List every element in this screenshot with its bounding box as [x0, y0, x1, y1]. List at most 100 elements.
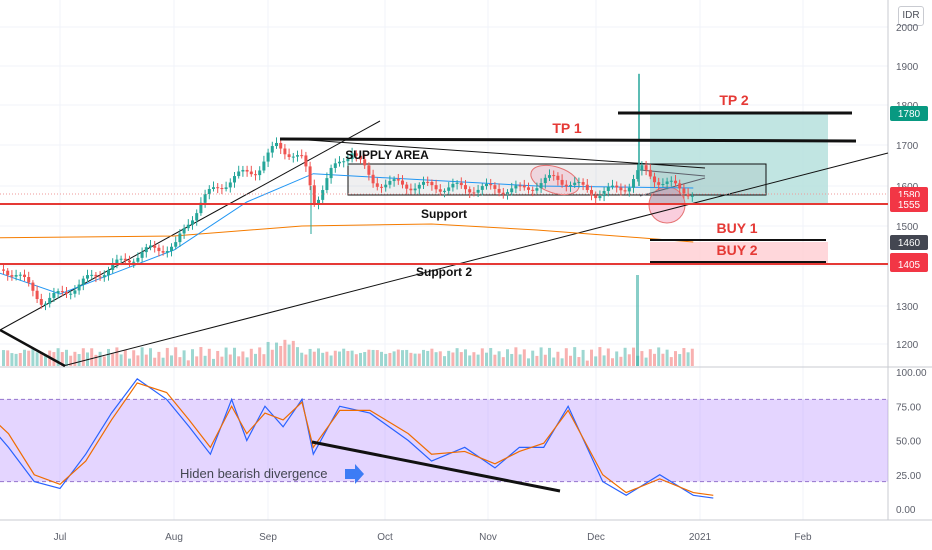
volume-bar: [182, 350, 186, 366]
volume-bar: [300, 352, 304, 366]
volume-bar: [371, 349, 375, 366]
candle-body: [606, 186, 610, 192]
volume-bar: [144, 354, 148, 366]
volume-bar: [405, 349, 409, 366]
volume-bar: [216, 350, 220, 366]
candle-body: [585, 184, 589, 190]
volume-bar: [128, 358, 131, 366]
candle-body: [354, 153, 358, 156]
axes: 120013001400150016001700180019002000100.…: [54, 23, 928, 543]
candle-body: [317, 199, 320, 204]
volume-bar: [283, 339, 287, 366]
risk-zone: [650, 242, 828, 264]
candle-body: [556, 175, 560, 180]
volume-bar: [153, 357, 157, 366]
time-tick-label: Jul: [54, 532, 67, 543]
tp1-label: TP 1: [552, 120, 582, 136]
candle-body: [140, 252, 144, 258]
volume-bar: [581, 349, 585, 366]
volume-bar: [426, 350, 430, 366]
candle-body: [632, 179, 635, 188]
candle-body: [174, 242, 178, 247]
volume-bar: [548, 347, 551, 366]
volume-bar: [291, 340, 295, 366]
candle-body: [115, 259, 119, 264]
time-tick-label: Feb: [794, 532, 812, 543]
candle-body: [279, 142, 283, 149]
volume-bar: [434, 352, 438, 366]
candle-body: [686, 193, 690, 197]
candle-body: [388, 181, 392, 185]
candle-body: [682, 188, 686, 194]
candle-body: [35, 290, 39, 300]
price-tick-label: 1500: [896, 222, 919, 233]
candle-body: [590, 189, 593, 196]
volume-bar: [81, 348, 85, 366]
volume-bar: [132, 350, 136, 366]
volume-bar: [644, 357, 648, 366]
candle-body: [531, 189, 535, 191]
ellipse-highlight: [530, 164, 580, 196]
volume-bar: [212, 358, 215, 366]
volume-bar: [69, 355, 73, 366]
candle-body: [195, 213, 199, 221]
stoch-tick-label: 25.00: [896, 471, 921, 482]
volume-bar: [506, 349, 509, 366]
candle-body: [161, 251, 165, 253]
volume-bar: [56, 348, 60, 366]
volume-bar: [585, 360, 589, 366]
volume-bar: [556, 351, 560, 366]
stochastic-panel: [0, 378, 888, 499]
candle-body: [186, 224, 190, 229]
volume-bar: [564, 348, 568, 366]
candle-body: [107, 269, 110, 276]
candle-body: [77, 284, 81, 291]
candle-body: [459, 182, 463, 186]
candle-body: [270, 146, 274, 153]
candle-body: [548, 175, 551, 178]
candle-body: [552, 175, 556, 177]
volume-bar: [245, 357, 249, 366]
volume-bar: [669, 357, 673, 366]
candle-body: [581, 182, 585, 185]
volume-bar: [682, 348, 686, 366]
volume-bar: [312, 351, 316, 366]
candle-body: [346, 158, 350, 162]
volume-bar: [27, 350, 31, 366]
candle-body: [430, 181, 434, 186]
stoch-tick-label: 0.00: [896, 505, 916, 516]
volume-bar: [396, 349, 400, 366]
price-tag-label: 1405: [898, 260, 921, 271]
candle-body: [102, 275, 106, 278]
candle-body: [422, 181, 425, 185]
volume-bar: [14, 353, 18, 366]
candle-body: [329, 167, 333, 179]
candle-body: [447, 187, 451, 191]
candle-body: [254, 174, 257, 176]
price-tag-label: 1780: [898, 109, 921, 120]
candle-body: [73, 290, 77, 294]
candle-body: [363, 159, 367, 166]
candle-body: [98, 276, 102, 278]
candle-body: [86, 275, 89, 279]
volume-bar: [304, 354, 308, 366]
volume-bar: [249, 348, 253, 366]
time-tick-label: Nov: [479, 532, 497, 543]
volume-bar: [674, 351, 677, 366]
candle-body: [527, 187, 530, 190]
candle-body: [598, 196, 602, 199]
volume-bar: [338, 351, 341, 366]
candle-body: [359, 155, 362, 160]
candle-body: [300, 155, 304, 157]
price-tick-label: 1300: [896, 302, 919, 313]
volume-bar: [388, 352, 392, 366]
volume-bar: [258, 347, 262, 366]
currency-button[interactable]: IDR: [898, 6, 924, 26]
ma-long-line: [0, 223, 694, 243]
candle-body: [220, 188, 224, 190]
volume-bar: [241, 351, 245, 366]
volume-bar: [590, 349, 593, 366]
candle-body: [39, 299, 43, 305]
candle-body: [178, 233, 182, 243]
candle-body: [653, 176, 656, 183]
